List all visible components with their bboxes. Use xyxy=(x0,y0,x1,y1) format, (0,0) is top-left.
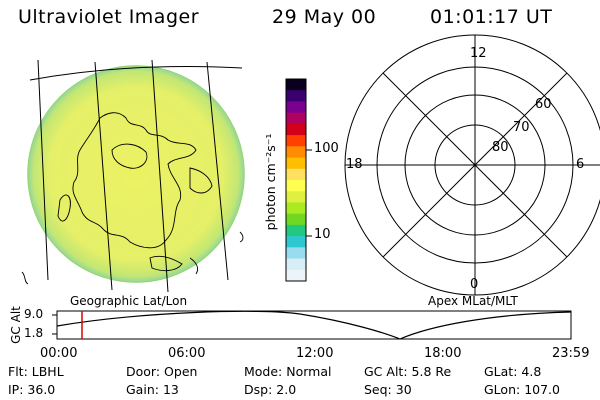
colorbar-cell xyxy=(286,157,306,170)
altitude-plot xyxy=(52,310,572,340)
observation-time: 01:01:17 UT xyxy=(430,6,553,28)
status-value: 30 xyxy=(395,382,412,397)
status-value: 4.8 xyxy=(521,364,542,379)
time-axis-label: 06:00 xyxy=(168,346,206,361)
coastlines xyxy=(21,112,244,285)
colorbar-cell xyxy=(286,112,306,125)
status-glat: GLat: 4.8 xyxy=(484,364,542,379)
colorbar-tick-label: 100 xyxy=(314,141,339,156)
time-axis-label: 23:59 xyxy=(552,346,590,361)
colorbar-cell xyxy=(286,79,306,91)
colorbar-cell xyxy=(286,247,306,260)
status-gc-alt: GC Alt: 5.8 Re xyxy=(364,364,452,379)
colorbar-frame xyxy=(285,78,307,282)
image-panel-caption: Geographic Lat/Lon xyxy=(70,294,188,308)
polar-panel-caption: Apex MLat/MLT xyxy=(428,294,518,308)
altitude-ytick-label: 1.8 xyxy=(24,326,44,340)
altitude-ylabel: GC Alt xyxy=(9,306,23,344)
lake-outline xyxy=(111,143,148,169)
mlt-label-6: 6 xyxy=(576,157,585,172)
island-outline xyxy=(189,167,213,194)
time-axis-label: 00:00 xyxy=(40,346,78,361)
colorbar-cell xyxy=(286,213,306,226)
landmass-outline xyxy=(72,112,197,249)
island-outline xyxy=(57,194,71,222)
time-axis-label: 18:00 xyxy=(424,346,462,361)
colorbar-cell xyxy=(286,90,306,102)
colorbar-cell xyxy=(286,258,306,271)
instrument-title: Ultraviolet Imager xyxy=(18,6,200,28)
meridian-line xyxy=(37,59,49,281)
disk-speckle xyxy=(28,66,244,282)
status-value: 107.0 xyxy=(524,382,560,397)
colorbar-cell xyxy=(286,202,306,215)
status-door: Door: Open xyxy=(126,364,198,379)
altitude-ytick-label: 9.0 xyxy=(24,307,44,321)
mlat-label-80: 80 xyxy=(492,140,509,155)
coast-segment xyxy=(21,271,29,285)
status-ip: IP: 36.0 xyxy=(8,382,56,397)
polar-dial xyxy=(344,34,600,296)
colorbar-cell xyxy=(286,180,306,192)
status-value: 36.0 xyxy=(27,382,56,397)
altitude-curve xyxy=(56,310,572,340)
colorbar xyxy=(285,78,312,282)
parallel-line xyxy=(29,66,243,81)
status-value: Normal xyxy=(286,364,332,379)
status-filter: Flt: LBHL xyxy=(8,364,64,379)
meridian-line xyxy=(151,59,169,293)
mlt-diagonal xyxy=(382,72,568,258)
geo-grid xyxy=(29,59,243,293)
coast-segment xyxy=(239,231,244,243)
mlat-label-60: 60 xyxy=(535,97,552,112)
status-value: 2.0 xyxy=(276,382,297,397)
status-dsp: Dsp: 2.0 xyxy=(244,382,297,397)
mlt-label-0: 0 xyxy=(470,277,479,292)
altitude-plot-frame xyxy=(56,310,572,340)
colorbar-cell xyxy=(286,168,306,181)
mlt-label-18: 18 xyxy=(346,157,363,172)
colorbar-tick-label: 10 xyxy=(314,227,331,242)
mlt-label-12: 12 xyxy=(470,46,487,61)
uv-image-panel xyxy=(21,59,245,293)
earth-disk xyxy=(27,65,245,283)
colorbar-cell xyxy=(286,123,306,136)
colorbar-cell xyxy=(286,146,306,159)
island-outline xyxy=(149,255,183,272)
coast-segment xyxy=(189,257,199,275)
colorbar-cell xyxy=(286,269,306,282)
status-gain: Gain: 13 xyxy=(126,382,179,397)
colorbar-cell xyxy=(286,135,306,147)
colorbar-cell xyxy=(286,191,306,203)
time-axis-label: 12:00 xyxy=(296,346,334,361)
status-value: 5.8 Re xyxy=(411,364,452,379)
status-seq: Seq: 30 xyxy=(364,382,412,397)
status-value: Open xyxy=(164,364,198,379)
status-mode: Mode: Normal xyxy=(244,364,332,379)
colorbar-unit-label: photon cm⁻²s⁻¹ xyxy=(263,134,278,231)
observation-date: 29 May 00 xyxy=(272,6,377,28)
meridian-line xyxy=(94,61,113,291)
status-value: 13 xyxy=(162,382,179,397)
colorbar-cell xyxy=(286,101,306,114)
colorbar-cell xyxy=(286,236,306,248)
meridian-line xyxy=(206,61,229,281)
status-value: LBHL xyxy=(31,364,64,379)
colorbar-cell xyxy=(286,224,306,237)
status-glon: GLon: 107.0 xyxy=(484,382,560,397)
mlat-label-70: 70 xyxy=(513,120,530,135)
